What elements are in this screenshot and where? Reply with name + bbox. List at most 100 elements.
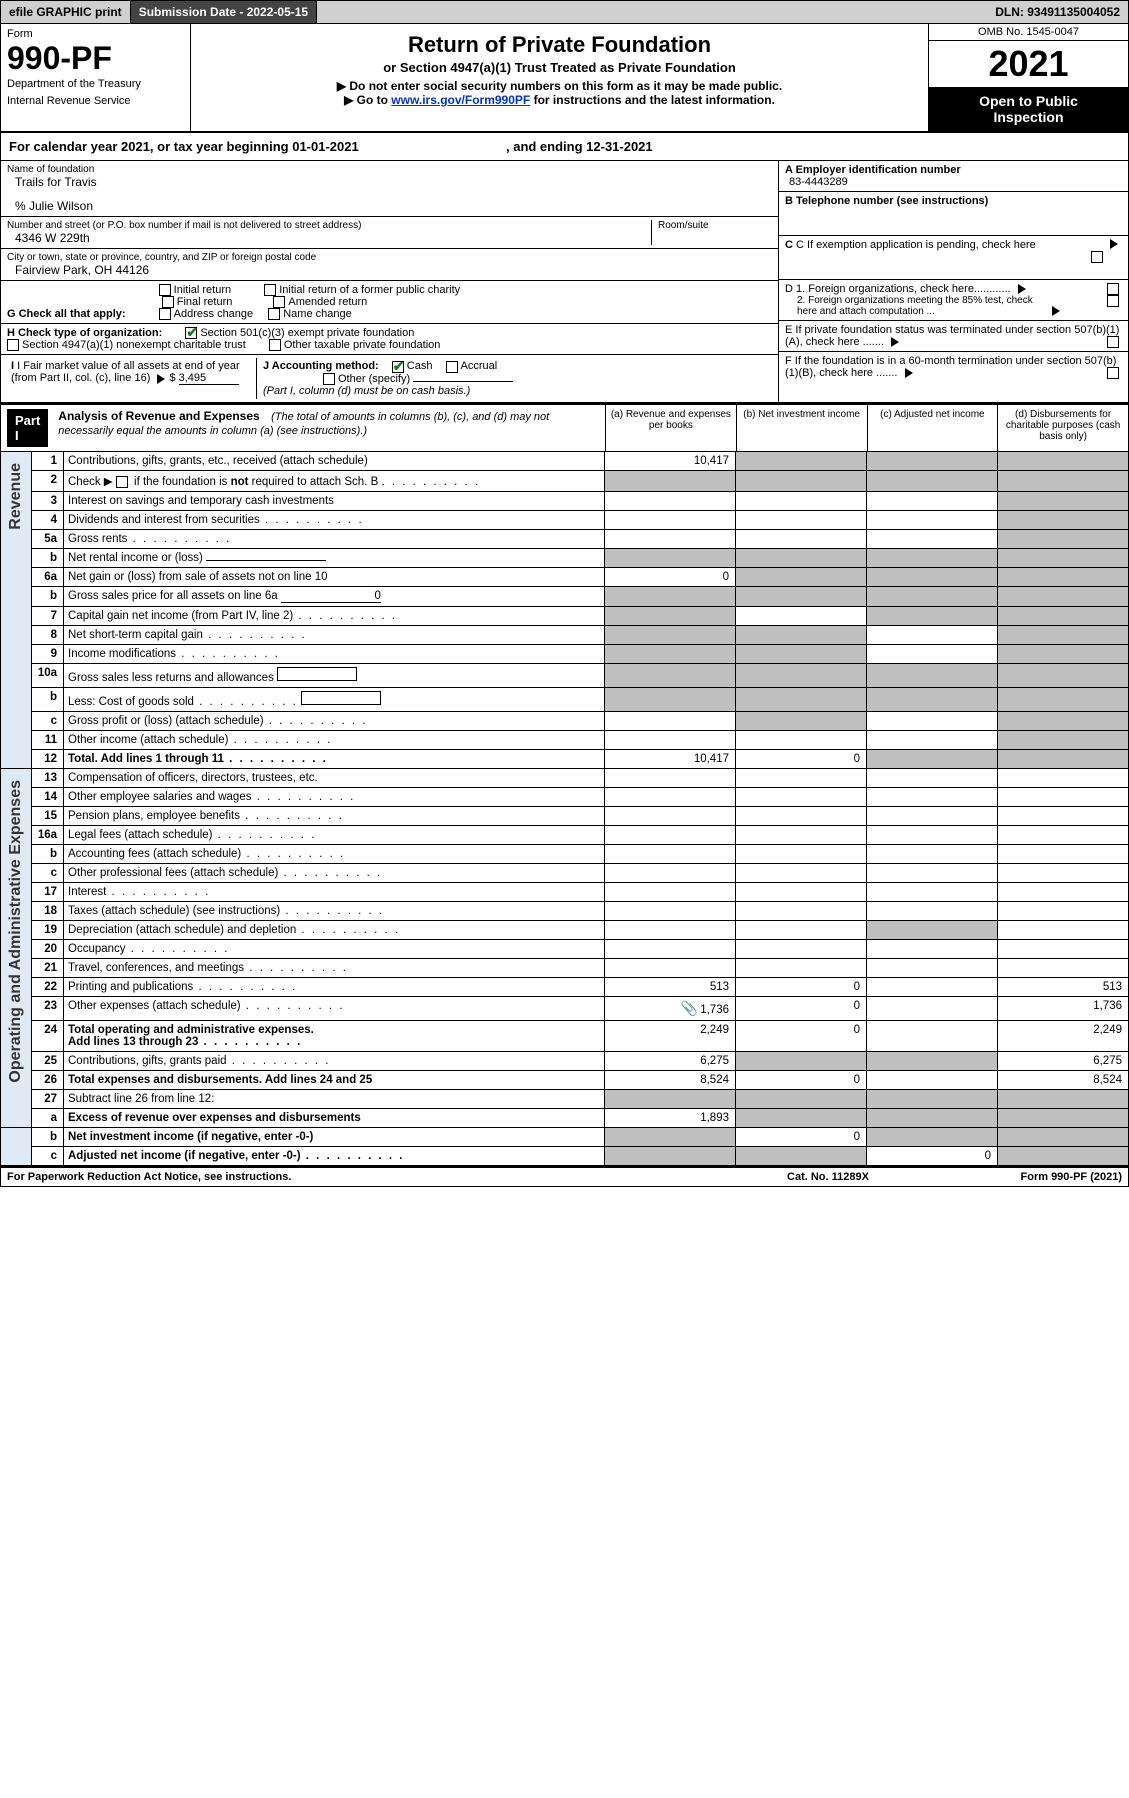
cat-no: Cat. No. 11289X: [728, 1168, 928, 1186]
cal-begin: For calendar year 2021, or tax year begi…: [9, 139, 359, 154]
info-grid: Name of foundation Trails for Travis % J…: [0, 161, 1129, 404]
arrow-icon: [1110, 239, 1118, 249]
f-cell: F If the foundation is in a 60-month ter…: [779, 352, 1128, 382]
ein-cell: A Employer identification number 83-4443…: [779, 161, 1128, 192]
cb-name-change[interactable]: [268, 308, 280, 320]
main-table: Revenue 1Contributions, gifts, grants, e…: [0, 452, 1129, 1166]
cb-other-taxable[interactable]: [269, 339, 281, 351]
cb-cash[interactable]: [392, 361, 404, 373]
tax-year: 2021: [929, 41, 1128, 87]
row-10a: 10aGross sales less returns and allowanc…: [1, 663, 1129, 687]
opt-accrual: Accrual: [461, 360, 498, 372]
row-13: Operating and Administrative Expenses 13…: [1, 768, 1129, 787]
cb-other-method[interactable]: [323, 373, 335, 385]
goto-post: for instructions and the latest informat…: [530, 93, 775, 107]
col-c-header: (c) Adjusted net income: [868, 405, 999, 451]
revenue-side-label: Revenue: [5, 455, 27, 538]
cb-initial-return[interactable]: [159, 284, 171, 296]
row-26: 26Total expenses and disbursements. Add …: [1, 1070, 1129, 1089]
form-header: Form 990-PF Department of the Treasury I…: [0, 24, 1129, 133]
topbar: efile GRAPHIC print Submission Date - 20…: [0, 0, 1129, 24]
opt-name-change: Name change: [283, 308, 352, 320]
info-left: Name of foundation Trails for Travis % J…: [1, 161, 778, 402]
d-cell: D 1. Foreign organizations, check here..…: [779, 280, 1128, 321]
row-27b: bNet investment income (if negative, ent…: [1, 1127, 1129, 1146]
name-value: Trails for Travis: [7, 175, 772, 189]
cb-accrual[interactable]: [446, 361, 458, 373]
part1-header-row: Part I Analysis of Revenue and Expenses …: [0, 404, 1129, 452]
efile-label[interactable]: efile GRAPHIC print: [1, 1, 131, 23]
row-14: 14Other employee salaries and wages: [1, 787, 1129, 806]
opt-other-tax: Other taxable private foundation: [284, 339, 441, 351]
addr-label: Number and street (or P.O. box number if…: [7, 220, 645, 231]
cb-e[interactable]: [1107, 336, 1119, 348]
info-right: A Employer identification number 83-4443…: [778, 161, 1128, 402]
open-public-2: Inspection: [933, 109, 1124, 125]
row-18: 18Taxes (attach schedule) (see instructi…: [1, 901, 1129, 920]
row-2: 2Check ▶ if the foundation is not requir…: [1, 470, 1129, 491]
row-8: 8Net short-term capital gain: [1, 625, 1129, 644]
goto-pre: ▶ Go to: [344, 93, 391, 107]
care-of: % Julie Wilson: [7, 199, 772, 213]
opt-501c3: Section 501(c)(3) exempt private foundat…: [200, 327, 414, 339]
cb-4947a1[interactable]: [7, 339, 19, 351]
d2-label: 2. Foreign organizations meeting the 85%…: [785, 295, 1045, 317]
cb-d1[interactable]: [1107, 283, 1119, 295]
opt-cash: Cash: [407, 360, 433, 372]
opt-initial: Initial return: [174, 284, 231, 296]
a-value: 83-4443289: [785, 176, 848, 188]
row-11: 11Other income (attach schedule): [1, 730, 1129, 749]
row-10b: bLess: Cost of goods sold: [1, 687, 1129, 711]
row-7: 7Capital gain net income (from Part IV, …: [1, 606, 1129, 625]
part1-badge: Part I: [7, 409, 48, 447]
row-6b: bGross sales price for all assets on lin…: [1, 586, 1129, 606]
row-17: 17Interest: [1, 882, 1129, 901]
cb-initial-former[interactable]: [264, 284, 276, 296]
cb-schb[interactable]: [116, 476, 128, 488]
expenses-side-label: Operating and Administrative Expenses: [5, 772, 27, 1091]
e-label: E If private foundation status was termi…: [785, 324, 1119, 348]
opt-4947a1: Section 4947(a)(1) nonexempt charitable …: [22, 339, 246, 351]
cal-end: , and ending 12-31-2021: [506, 139, 653, 154]
form-title: Return of Private Foundation: [201, 32, 918, 58]
form-subtitle: or Section 4947(a)(1) Trust Treated as P…: [201, 60, 918, 75]
cb-amended[interactable]: [273, 296, 285, 308]
arrow-icon: [1052, 306, 1060, 316]
omb-number: OMB No. 1545-0047: [929, 24, 1128, 41]
part1-title: Analysis of Revenue and Expenses: [58, 409, 259, 423]
row-24: 24Total operating and administrative exp…: [1, 1020, 1129, 1051]
row-27c: cAdjusted net income (if negative, enter…: [1, 1146, 1129, 1165]
col-d-header: (d) Disbursements for charitable purpose…: [998, 405, 1128, 451]
cb-address-change[interactable]: [159, 308, 171, 320]
opt-final: Final return: [177, 296, 233, 308]
foundation-name-cell: Name of foundation Trails for Travis % J…: [1, 161, 778, 217]
irs-link[interactable]: www.irs.gov/Form990PF: [391, 93, 530, 107]
calendar-year-row: For calendar year 2021, or tax year begi…: [0, 133, 1129, 161]
cb-final-return[interactable]: [162, 296, 174, 308]
row-3: 3Interest on savings and temporary cash …: [1, 491, 1129, 510]
attachment-icon[interactable]: 📎: [681, 1000, 698, 1017]
row-20: 20Occupancy: [1, 939, 1129, 958]
phone-cell: B Telephone number (see instructions): [779, 192, 1128, 236]
col-b-header: (b) Net investment income: [737, 405, 868, 451]
cb-f[interactable]: [1107, 367, 1119, 379]
row-4: 4Dividends and interest from securities: [1, 510, 1129, 529]
arrow-icon: [891, 337, 899, 347]
cb-d2[interactable]: [1107, 295, 1119, 307]
open-public-badge: Open to Public Inspection: [929, 87, 1128, 131]
cb-c[interactable]: [1091, 251, 1103, 263]
j-note: (Part I, column (d) must be on cash basi…: [263, 385, 470, 397]
city-value: Fairview Park, OH 44126: [7, 263, 772, 277]
g-check-row: G Check all that apply: Initial return I…: [1, 281, 778, 324]
f-label: F If the foundation is in a 60-month ter…: [785, 355, 1116, 379]
arrow-icon: [905, 368, 913, 378]
topbar-spacer: [317, 1, 987, 23]
cb-501c3[interactable]: [185, 327, 197, 339]
row-12: 12Total. Add lines 1 through 1110,4170: [1, 749, 1129, 768]
note-ssn: ▶ Do not enter social security numbers o…: [201, 79, 918, 93]
d1-label: D 1. Foreign organizations, check here..…: [785, 283, 1011, 295]
dln-label: DLN: 93491135004052: [987, 1, 1128, 23]
note-goto: ▶ Go to www.irs.gov/Form990PF for instru…: [201, 93, 918, 107]
row-6a: 6aNet gain or (loss) from sale of assets…: [1, 567, 1129, 586]
a-label: A Employer identification number: [785, 164, 961, 176]
